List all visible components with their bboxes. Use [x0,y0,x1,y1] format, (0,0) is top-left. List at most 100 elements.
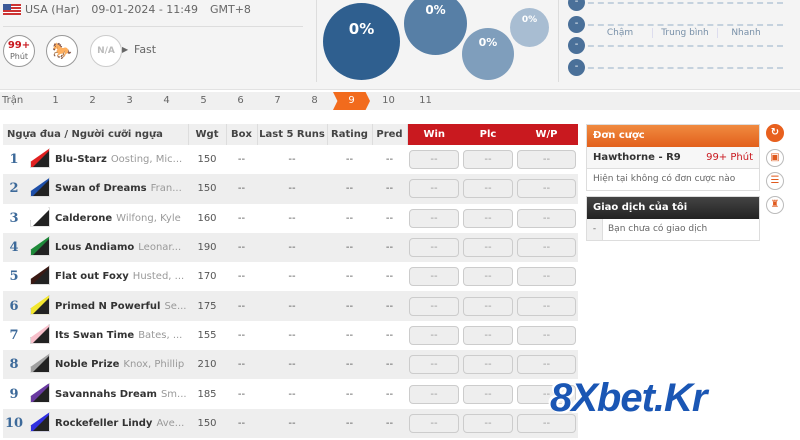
horse-name[interactable]: Savannahs Dream [55,388,157,400]
odds-plc-button[interactable]: -- [463,267,513,287]
race-tab-9[interactable]: 9 [333,92,370,110]
odds-plc-button[interactable]: -- [463,296,513,316]
odds-wp-button[interactable]: -- [517,384,576,404]
race-tab-6[interactable]: 6 [237,95,244,106]
weight: 155 [197,329,217,341]
pred: -- [385,271,394,283]
pred: -- [372,174,407,204]
odds-win-button[interactable]: -- [409,179,459,199]
odds-win-button[interactable]: -- [409,267,459,287]
silk-icon [30,323,50,344]
race-tab-1[interactable]: 1 [52,95,59,106]
runner-number: 5 [9,269,19,285]
pred: -- [385,388,394,400]
box: -- [226,232,257,263]
horse-name[interactable]: Flat out Foxy [55,271,129,283]
speed-knob[interactable]: - [568,16,585,33]
race-tab-5[interactable]: 5 [200,95,207,106]
odds-wp-button[interactable]: -- [517,413,576,433]
race-tab-10[interactable]: 10 [382,95,395,106]
rating: -- [327,408,372,438]
jockey-name: Leonar... [138,242,182,254]
odds-plc-button[interactable]: -- [463,238,513,258]
odds-wp-button[interactable]: -- [517,179,576,199]
odds-plc-button[interactable]: -- [463,150,513,170]
odds-plc-button[interactable]: -- [463,355,513,375]
speed-knob[interactable]: - [568,59,585,76]
box: -- [237,329,246,341]
runner-number: 4 [3,232,25,263]
datetime: 09-01-2024 - 11:49 [91,3,198,16]
pred: -- [372,291,407,321]
odds-plc-button[interactable]: -- [463,208,513,228]
betslip-panel: Đơn cược Hawthorne - R9 99+ Phút Hiện tạ… [586,124,760,191]
race-tab-2[interactable]: 2 [89,95,96,106]
weight: 150 [188,174,226,204]
race-tab-8[interactable]: 8 [311,95,318,106]
horse-name[interactable]: Its Swan Time [55,329,135,341]
col-wp: W/P [515,124,578,145]
race-info: USA (Har) 09-01-2024 - 11:49 GMT+8 99+ Ph… [0,0,305,90]
odds-wp-button[interactable]: -- [517,208,576,228]
last5: -- [288,154,296,166]
odds-win-button[interactable]: -- [409,296,459,316]
silk-icon [30,148,50,169]
odds-wp-button[interactable]: -- [517,267,576,287]
list-icon[interactable]: ☰ [766,172,784,190]
weight: 210 [188,350,226,380]
odds-wp-button[interactable]: -- [517,325,576,345]
horse-name[interactable]: Swan of Dreams [55,183,147,195]
transactions-panel: Giao dịch của tôi - Bạn chưa có giao dịc… [586,196,760,241]
race-tab-3[interactable]: 3 [126,95,133,106]
trophy-icon[interactable]: ♜ [766,196,784,214]
horse-name[interactable]: Primed N Powerful [55,300,161,312]
horse-name[interactable]: Lous Andiamo [55,242,135,254]
runner-number: 9 [9,386,19,402]
runner-number: 7 [9,327,19,343]
odds-plc-button[interactable]: -- [463,325,513,345]
race-header: USA (Har) 09-01-2024 - 11:49 GMT+8 99+ Ph… [0,0,800,90]
silk-icon [30,177,50,198]
weight: 175 [188,291,226,321]
jockey-name: Oosting, Mic... [110,154,183,166]
odds-plc-button[interactable]: -- [463,384,513,404]
refresh-icon[interactable]: ↻ [766,124,784,142]
odds-win-button[interactable]: -- [409,325,459,345]
bubble-2: 0% [404,0,467,55]
odds-win-button[interactable]: -- [409,208,459,228]
runner-number: 3 [9,210,19,226]
odds-wp-button[interactable]: -- [517,355,576,375]
race-tab-7[interactable]: 7 [274,95,281,106]
last5: -- [257,174,327,204]
col-box: Box [226,124,258,145]
col-wgt: Wgt [188,124,227,145]
odds-win-button[interactable]: -- [409,413,459,433]
rating: -- [345,154,354,166]
odds-plc-button[interactable]: -- [463,413,513,433]
race-location: USA (Har) 09-01-2024 - 11:49 GMT+8 [3,3,251,16]
last5: -- [288,271,296,283]
video-icon[interactable]: ▣ [766,149,784,167]
box: -- [237,388,246,400]
horse-name[interactable]: Noble Prize [55,359,120,371]
rating: -- [345,212,354,224]
runner-number: 8 [3,350,25,380]
speed-knob[interactable]: - [568,0,585,11]
odds-win-button[interactable]: -- [409,238,459,258]
betslip-title: Đơn cược [587,125,759,147]
horse-name[interactable]: Calderone [55,212,113,224]
odds-win-button[interactable]: -- [409,355,459,375]
race-tab-11[interactable]: 11 [419,95,432,106]
odds-win-button[interactable]: -- [409,150,459,170]
odds-wp-button[interactable]: -- [517,238,576,258]
odds-wp-button[interactable]: -- [517,296,576,316]
box: -- [237,271,246,283]
odds-win-button[interactable]: -- [409,384,459,404]
race-tab-4[interactable]: 4 [163,95,170,106]
horse-name[interactable]: Blu-Starz [55,154,107,166]
horse-name[interactable]: Rockefeller Lindy [55,417,153,429]
countdown-icon: 99+ Phút [3,35,35,67]
odds-wp-button[interactable]: -- [517,150,576,170]
odds-plc-button[interactable]: -- [463,179,513,199]
speed-knob[interactable]: - [568,37,585,54]
